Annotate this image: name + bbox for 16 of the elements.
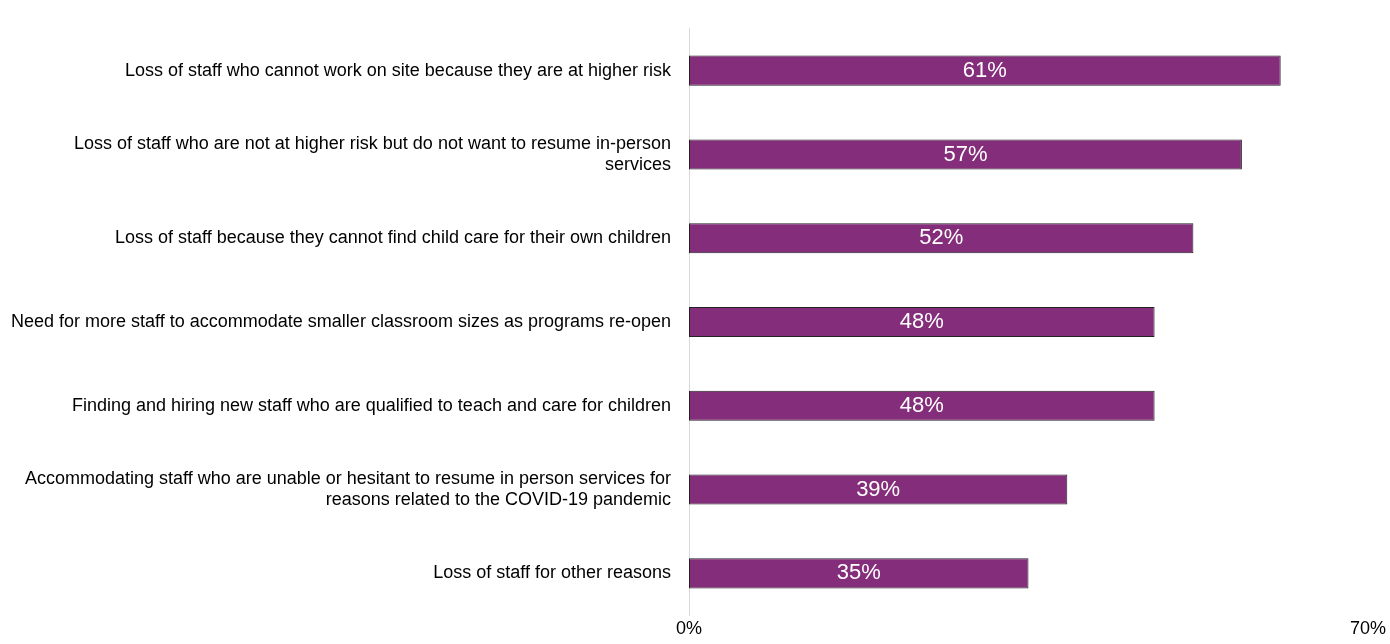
data-label: 57% [943, 140, 988, 166]
data-label: 39% [856, 475, 901, 501]
y-tick-label: Finding and hiring new staff who are qualified to teach and care for children [71, 394, 671, 415]
y-tick-label: Need for more staff to accommodate smaller classroom sizes as programs re-open [11, 310, 671, 331]
x-tick-label: 70% [1349, 617, 1387, 638]
data-label: 48% [899, 308, 944, 334]
data-label: 52% [919, 224, 964, 250]
y-tick-label: Loss of staff for other reasons [433, 562, 671, 583]
data-label: 35% [836, 559, 881, 585]
y-tick-label: Accommodating staff who are unable or hesitant to resume in person services for reasons related to the COVID-19 pandemic [25, 467, 671, 510]
y-tick-label: Loss of staff who cannot work on site because they are at higher risk [125, 59, 672, 80]
y-tick-label: Loss of staff who are not at higher risk but do not want to resume in-person services [74, 132, 671, 175]
y-tick-label: Loss of staff because they cannot find child care for their own children [115, 227, 671, 248]
data-label: 61% [962, 56, 1007, 82]
data-label: 48% [899, 391, 944, 417]
x-tick-label: 0% [675, 617, 703, 638]
